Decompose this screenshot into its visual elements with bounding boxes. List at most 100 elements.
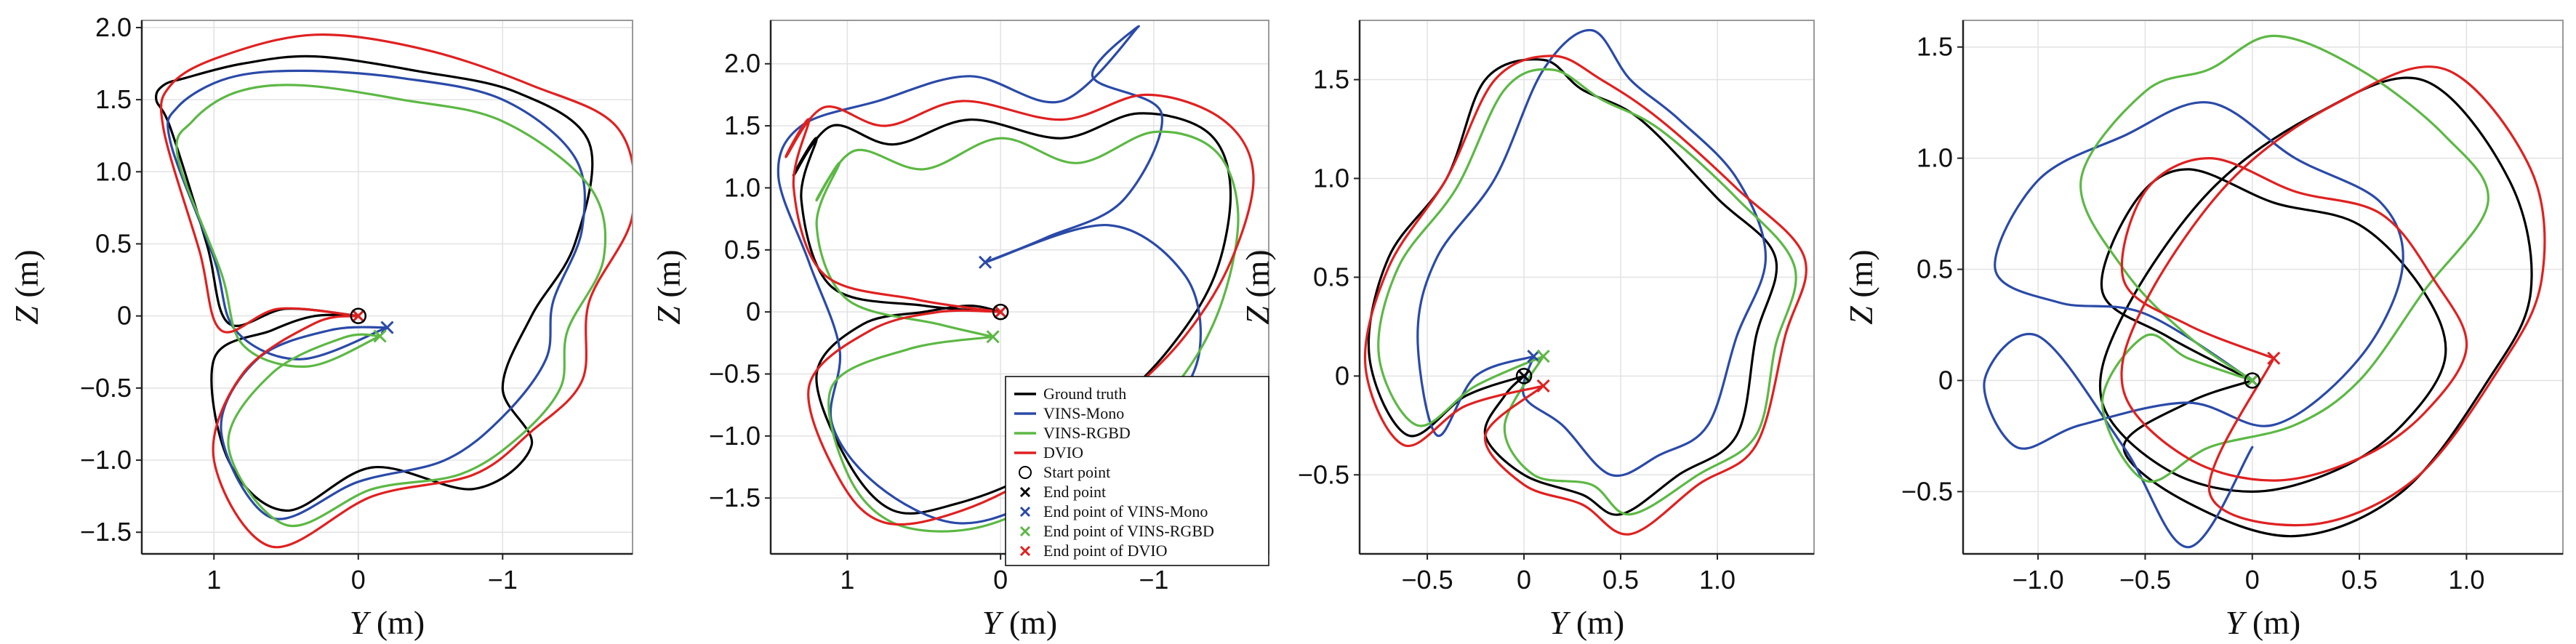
x-axis-label-var: Y — [1549, 604, 1571, 641]
x-tick-label: 0 — [2245, 565, 2260, 595]
x-tick-label: −0.5 — [2119, 565, 2171, 595]
series-group — [1363, 28, 1807, 536]
y-tick-label: 0 — [1938, 365, 1953, 395]
end-point-marker-3 — [373, 329, 387, 343]
legend-label: End point of VINS-RGBD — [1043, 522, 1214, 540]
x-tick-label: −1 — [1139, 565, 1168, 595]
x-axis-label-unit: (m) — [1568, 604, 1624, 641]
y-tick-label: 0 — [746, 297, 761, 326]
series-line-3 — [815, 130, 1240, 533]
y-tick-label: 0.5 — [1917, 254, 1953, 284]
series-line-3 — [2079, 34, 2489, 483]
grid — [1360, 20, 1814, 554]
x-axis-label: Y (m) — [2226, 604, 2301, 641]
y-tick-label: 1.5 — [724, 110, 761, 140]
series-line-2 — [1416, 28, 1768, 478]
end-point-marker-4 — [351, 309, 365, 323]
legend-label: Ground truth — [1043, 385, 1126, 403]
series-line-3 — [1377, 68, 1797, 516]
series-line-2 — [1983, 101, 2404, 549]
y-tick-label: −1.0 — [709, 421, 761, 451]
y-axis-label-var: Z — [8, 306, 45, 325]
y-tick-label: 2.0 — [95, 12, 132, 42]
x-tick-label: 1 — [206, 565, 221, 595]
y-tick-label: 0 — [1335, 361, 1349, 390]
y-tick-label: 0.5 — [1313, 262, 1349, 291]
subplot-4: −1.0 −0.5 0 0.5 1.0−0.500.51.01.5Y (m)Z (m) — [1842, 20, 2564, 641]
legend-x-swatch — [1019, 486, 1031, 498]
x-tick-label: 0.5 — [2341, 565, 2378, 595]
y-tick-label: 0.5 — [95, 228, 132, 258]
x-axis-label-unit: (m) — [2244, 604, 2300, 641]
y-axis-label-unit: (m) — [1842, 249, 1879, 306]
y-axis-label-var: Z — [1842, 306, 1879, 325]
y-axis-label-var: Z — [1239, 306, 1276, 325]
start-point-marker — [2244, 372, 2261, 389]
y-tick-label: −0.5 — [709, 358, 761, 388]
subplots: 1 0 −1−1.5−1.0−0.500.51.01.52.0Y (m)Z (m)1… — [8, 12, 2564, 641]
y-axis-label: Z (m) — [1842, 249, 1879, 325]
legend-label: End point of DVIO — [1043, 542, 1167, 560]
y-tick-label: 1.0 — [1313, 163, 1349, 193]
y-tick-label: −1.5 — [80, 517, 132, 547]
x-tick-label: 1 — [840, 565, 854, 595]
x-tick-label: 1.0 — [2448, 565, 2484, 595]
end-point-marker-3 — [2245, 374, 2259, 387]
series-line-1 — [1367, 58, 1778, 516]
y-axis-label-unit: (m) — [650, 249, 687, 306]
legend-circle-swatch — [1019, 466, 1032, 479]
start-point-marker — [350, 307, 367, 324]
end-point-marker-3 — [1536, 350, 1550, 363]
legend-label: DVIO — [1043, 443, 1083, 462]
legend-entry: VINS-Mono — [1014, 404, 1124, 422]
start-point-marker — [1515, 368, 1533, 385]
series-line-4 — [1363, 55, 1807, 536]
y-tick-label: 1.5 — [1313, 65, 1349, 94]
y-tick-label: −1.0 — [80, 445, 132, 475]
y-tick-label: 1.0 — [95, 156, 132, 186]
x-tick-label: 0 — [351, 565, 366, 595]
subplot-3: −0.5 0 0.5 1.0−0.500.51.01.5Y (m)Z (m) — [1239, 20, 1815, 641]
end-point-marker-4 — [994, 305, 1008, 319]
legend-frame — [1005, 376, 1269, 566]
y-tick-label: 1.0 — [724, 172, 761, 202]
y-tick-label: 1.0 — [1917, 143, 1953, 173]
series-group — [1983, 34, 2546, 549]
x-tick-label: −1 — [488, 565, 518, 595]
y-tick-label: 1.5 — [95, 84, 132, 114]
series-line-4 — [2120, 65, 2546, 527]
x-tick-label: 0.5 — [1602, 565, 1639, 595]
series-line-1 — [2098, 76, 2533, 538]
legend-label: VINS-RGBD — [1043, 424, 1131, 442]
x-axis-label: Y (m) — [1549, 604, 1625, 641]
x-tick-label: −0.5 — [1402, 565, 1453, 595]
legend-entry: End point of VINS-RGBD — [1019, 522, 1214, 540]
legend-entry: DVIO — [1014, 443, 1083, 462]
y-axis-label-var: Z — [650, 306, 687, 325]
x-axis-label-var: Y — [350, 604, 372, 641]
x-axis-label-var: Y — [2226, 604, 2247, 641]
x-axis-label-unit: (m) — [368, 604, 425, 641]
series-line-3 — [175, 84, 607, 528]
y-tick-label: −1.5 — [709, 483, 761, 512]
series-line-4 — [159, 33, 633, 549]
y-tick-label: −0.5 — [80, 373, 132, 403]
legend-entry: End point of VINS-Mono — [1019, 502, 1208, 520]
y-tick-label: 0 — [117, 301, 132, 331]
legend-label: Start point — [1043, 463, 1110, 481]
legend-x-swatch — [1019, 506, 1031, 518]
end-point-marker-3 — [986, 330, 1000, 344]
y-axis-label: Z (m) — [650, 249, 687, 325]
grid — [1963, 20, 2563, 554]
x-axis-label: Y (m) — [982, 604, 1058, 641]
legend-entry: Ground truth — [1014, 385, 1126, 403]
x-axis-label-var: Y — [982, 604, 1004, 641]
y-axis-label: Z (m) — [8, 249, 45, 325]
end-point-marker-1 — [1517, 369, 1531, 383]
x-tick-label: 0 — [993, 565, 1008, 595]
end-point-marker-4 — [2267, 351, 2281, 365]
legend-entry: End point — [1019, 483, 1106, 501]
legend-label: End point — [1043, 483, 1106, 501]
